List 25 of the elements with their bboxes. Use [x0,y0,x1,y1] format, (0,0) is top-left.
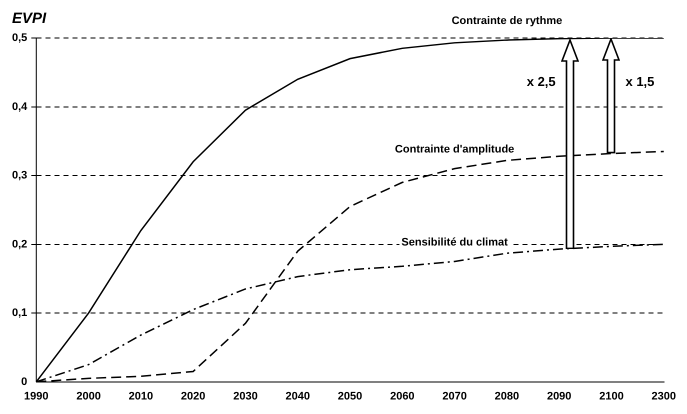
y-tick-label: 0 [21,376,28,388]
x-tick-label: 2040 [285,390,310,402]
y-tick-label: 0,3 [12,170,28,182]
x-tick-label: 2010 [128,390,154,402]
x-tick-label: 2030 [233,390,258,402]
series-label: Sensibilité du climat [401,236,508,248]
annotation: x 1,5 [625,74,654,90]
x-tick-label: 2020 [180,390,206,402]
x-tick-label: 2070 [442,390,467,402]
series-label: Contrainte d'amplitude [394,144,514,156]
x-tick-label: 2000 [76,390,101,402]
y-tick-label: 0,5 [12,32,28,44]
x-tick-label: 2090 [546,390,572,402]
y-tick-label: 0,4 [12,100,28,113]
y-tick-label: 0,1 [12,307,28,320]
x-tick-label: 2080 [494,390,520,402]
x-tick-label: 2100 [599,390,624,402]
x-tick-label: 2060 [390,390,415,402]
series-label: Contrainte de rythme [452,15,562,28]
x-tick-label: 1990 [24,390,49,402]
x-tick-label: 2050 [338,390,362,402]
y-tick-label: 0,2 [12,238,28,250]
x-tick-label: 2300 [652,390,676,402]
annotation: x 2,5 [526,74,556,90]
y-axis-title: EVPI [12,10,46,27]
